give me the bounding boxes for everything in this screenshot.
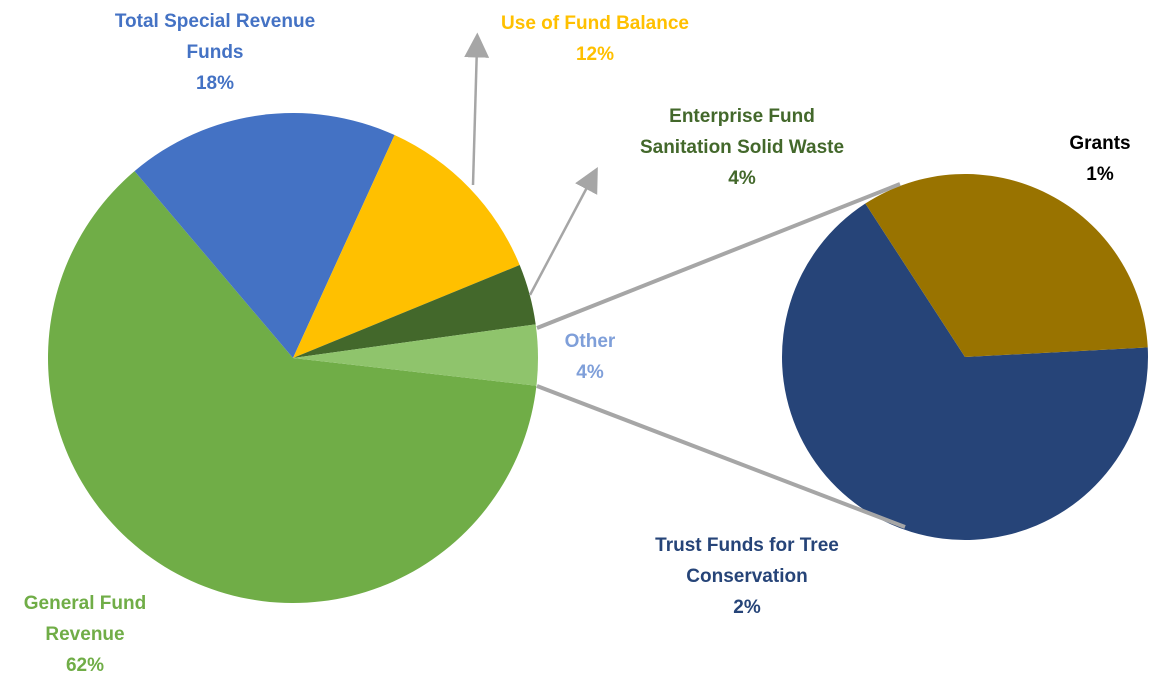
data-label: Use of Fund Balance 12% xyxy=(445,8,745,70)
label-name: Trust Funds for Tree Conservation xyxy=(655,535,839,587)
label-name: Other xyxy=(564,331,616,352)
label-value: 4% xyxy=(576,362,604,383)
pie-slice xyxy=(293,265,536,358)
connector-line xyxy=(536,182,901,330)
label-name: General Fund Revenue xyxy=(23,593,147,645)
label-name: Grants xyxy=(1069,133,1131,154)
data-label: Enterprise Fund Sanitation Solid Waste 4% xyxy=(627,101,857,194)
label-name: Enterprise Fund Sanitation Solid Waste xyxy=(639,106,845,158)
pie-slice xyxy=(293,135,520,358)
leader-line xyxy=(464,32,490,186)
label-value: 18% xyxy=(195,73,235,94)
data-label: Trust Funds for Tree Conservation 2% xyxy=(617,530,877,623)
data-label: Grants 1% xyxy=(1055,128,1145,190)
pie-slice xyxy=(865,174,1148,357)
label-value: 1% xyxy=(1086,164,1114,185)
pie-slice xyxy=(134,112,395,358)
pie-slice xyxy=(781,203,1148,540)
pie-slice xyxy=(293,324,538,386)
data-label: Total Special Revenue Funds 18% xyxy=(100,6,330,99)
slices xyxy=(47,112,1148,604)
data-label: General Fund Revenue 62% xyxy=(0,588,170,679)
label-value: 62% xyxy=(65,655,105,676)
label-value: 2% xyxy=(733,597,761,618)
label-value: 4% xyxy=(728,168,756,189)
data-label: Other 4% xyxy=(530,326,650,388)
leader-line xyxy=(528,166,598,296)
pie-slice xyxy=(47,171,537,604)
label-name: Total Special Revenue Funds xyxy=(114,11,316,63)
connector-line xyxy=(536,384,906,529)
label-name: Use of Fund Balance xyxy=(501,13,689,34)
label-value: 12% xyxy=(575,44,615,65)
